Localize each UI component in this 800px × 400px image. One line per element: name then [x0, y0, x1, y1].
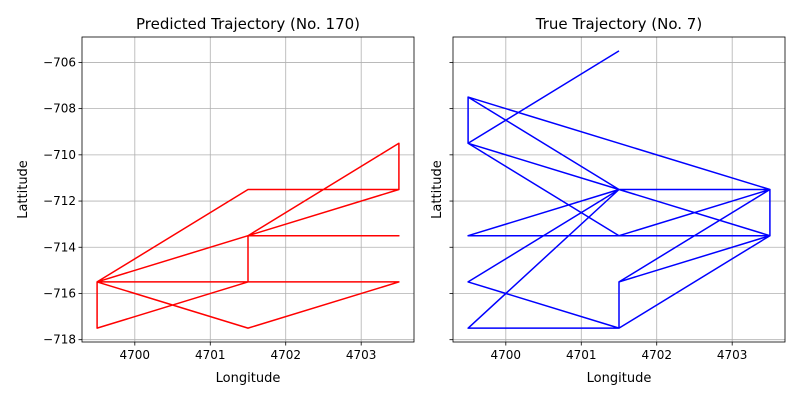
- chart-2-x-tick-label-2: 4702: [641, 348, 672, 362]
- chart-1-x-tick-label-3: 4703: [346, 348, 377, 362]
- chart-1-x-tick-label-2: 4702: [270, 348, 301, 362]
- chart-2-axes-frame: [452, 36, 786, 343]
- chart-1-y-axis-label: Lattitude: [16, 160, 31, 219]
- chart-1-axes-frame: [81, 36, 415, 343]
- chart-1-y-tick-label-4: −710: [43, 148, 76, 162]
- chart-1-y-tick-label-0: −718: [43, 333, 76, 347]
- chart-1-y-tick-label-2: −714: [43, 240, 76, 254]
- chart-1-title: Predicted Trajectory (No. 170): [136, 15, 360, 33]
- chart-2-y-axis-label: Lattitude: [430, 160, 445, 219]
- chart-2: 4700 4701 4702 4703 True Trajectory (No. 7) L…: [430, 15, 786, 386]
- chart-1-trajectory-line: [96, 142, 400, 329]
- chart-1-x-axis-label: Longitude: [216, 371, 281, 386]
- chart-2-x-tick-label-1: 4701: [566, 348, 597, 362]
- chart-2-trajectory-line: [467, 50, 771, 329]
- chart-1-x-tick-label-1: 4701: [195, 348, 226, 362]
- chart-1-x-tick-label-0: 4700: [120, 348, 151, 362]
- chart-1-y-tick-label-3: −712: [43, 194, 76, 208]
- chart-2-x-axis-label: Longitude: [587, 371, 652, 386]
- chart-2-x-tick-label-3: 4703: [717, 348, 748, 362]
- chart-1-y-tick-label-6: −706: [43, 55, 76, 69]
- chart-2-title: True Trajectory (No. 7): [535, 15, 702, 33]
- chart-2-x-tick-label-0: 4700: [491, 348, 522, 362]
- chart-1-y-tick-label-5: −708: [43, 102, 76, 116]
- chart-1-y-tick-label-1: −716: [43, 286, 76, 300]
- chart-1: 4700 4701 4702 4703 −718 −716 −714 −712 −710 −708…: [16, 15, 415, 386]
